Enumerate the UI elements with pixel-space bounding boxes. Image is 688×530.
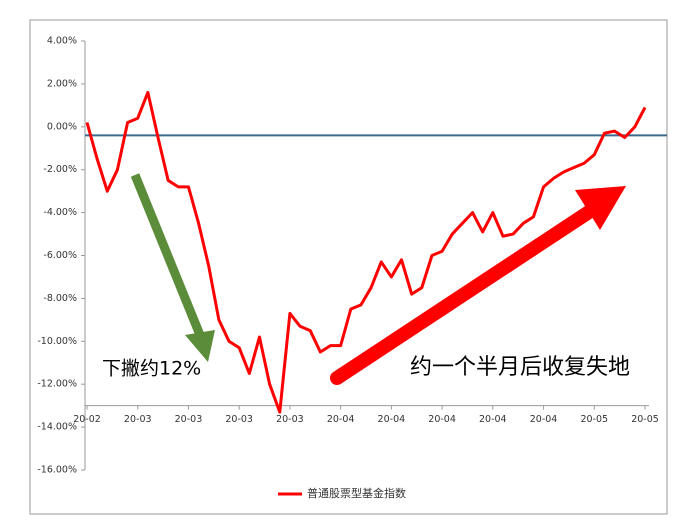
y-tick-label: -12.00% bbox=[37, 379, 77, 390]
y-tick-label: 2.00% bbox=[47, 78, 77, 89]
up-arrow-head bbox=[575, 186, 626, 230]
annotation: 下撇约12% bbox=[102, 358, 201, 380]
down-arrow-shaft bbox=[130, 173, 205, 337]
y-tick-label: -8.00% bbox=[43, 293, 77, 304]
plot-area: -16.00% -14.00% -12.00% -10.00% -8.00% -6.00%… bbox=[37, 36, 667, 500]
x-tick-label: 20-04 bbox=[428, 414, 456, 425]
up-arrow-shaft bbox=[330, 201, 602, 385]
y-tick-label: -2.00% bbox=[43, 164, 77, 175]
x-tick-label: 20-05 bbox=[580, 414, 608, 425]
y-tick-label: -6.00% bbox=[43, 250, 77, 261]
x-tick-label: 20-04 bbox=[479, 414, 507, 425]
y-tick-label: -4.00% bbox=[43, 207, 77, 218]
y-tick-label: -14.00% bbox=[37, 422, 77, 433]
legend-label: 普通股票型基金指数 bbox=[307, 486, 406, 500]
x-tick-label: 20-04 bbox=[327, 414, 355, 425]
x-tick-label: 20-04 bbox=[530, 414, 558, 425]
series-line bbox=[85, 90, 647, 414]
x-tick-label: 20-05 bbox=[631, 414, 659, 425]
x-tick-label: 20-03 bbox=[276, 414, 304, 425]
y-tick-label: 4.00% bbox=[47, 36, 77, 47]
y-tick-label: -10.00% bbox=[37, 336, 77, 347]
x-tick-label: 20-02 bbox=[73, 414, 101, 425]
x-tick-label: 20-04 bbox=[378, 414, 406, 425]
x-tick-label: 20-03 bbox=[175, 414, 203, 425]
x-tick-label: 20-03 bbox=[124, 414, 152, 425]
annotation: 约一个半月后收复失地 bbox=[410, 355, 630, 380]
chart-border bbox=[29, 19, 668, 515]
y-tick-label: -16.00% bbox=[37, 465, 77, 476]
down-arrow-head bbox=[185, 330, 215, 362]
y-tick-label: 0.00% bbox=[47, 121, 77, 132]
x-tick-label: 20-03 bbox=[225, 414, 253, 425]
